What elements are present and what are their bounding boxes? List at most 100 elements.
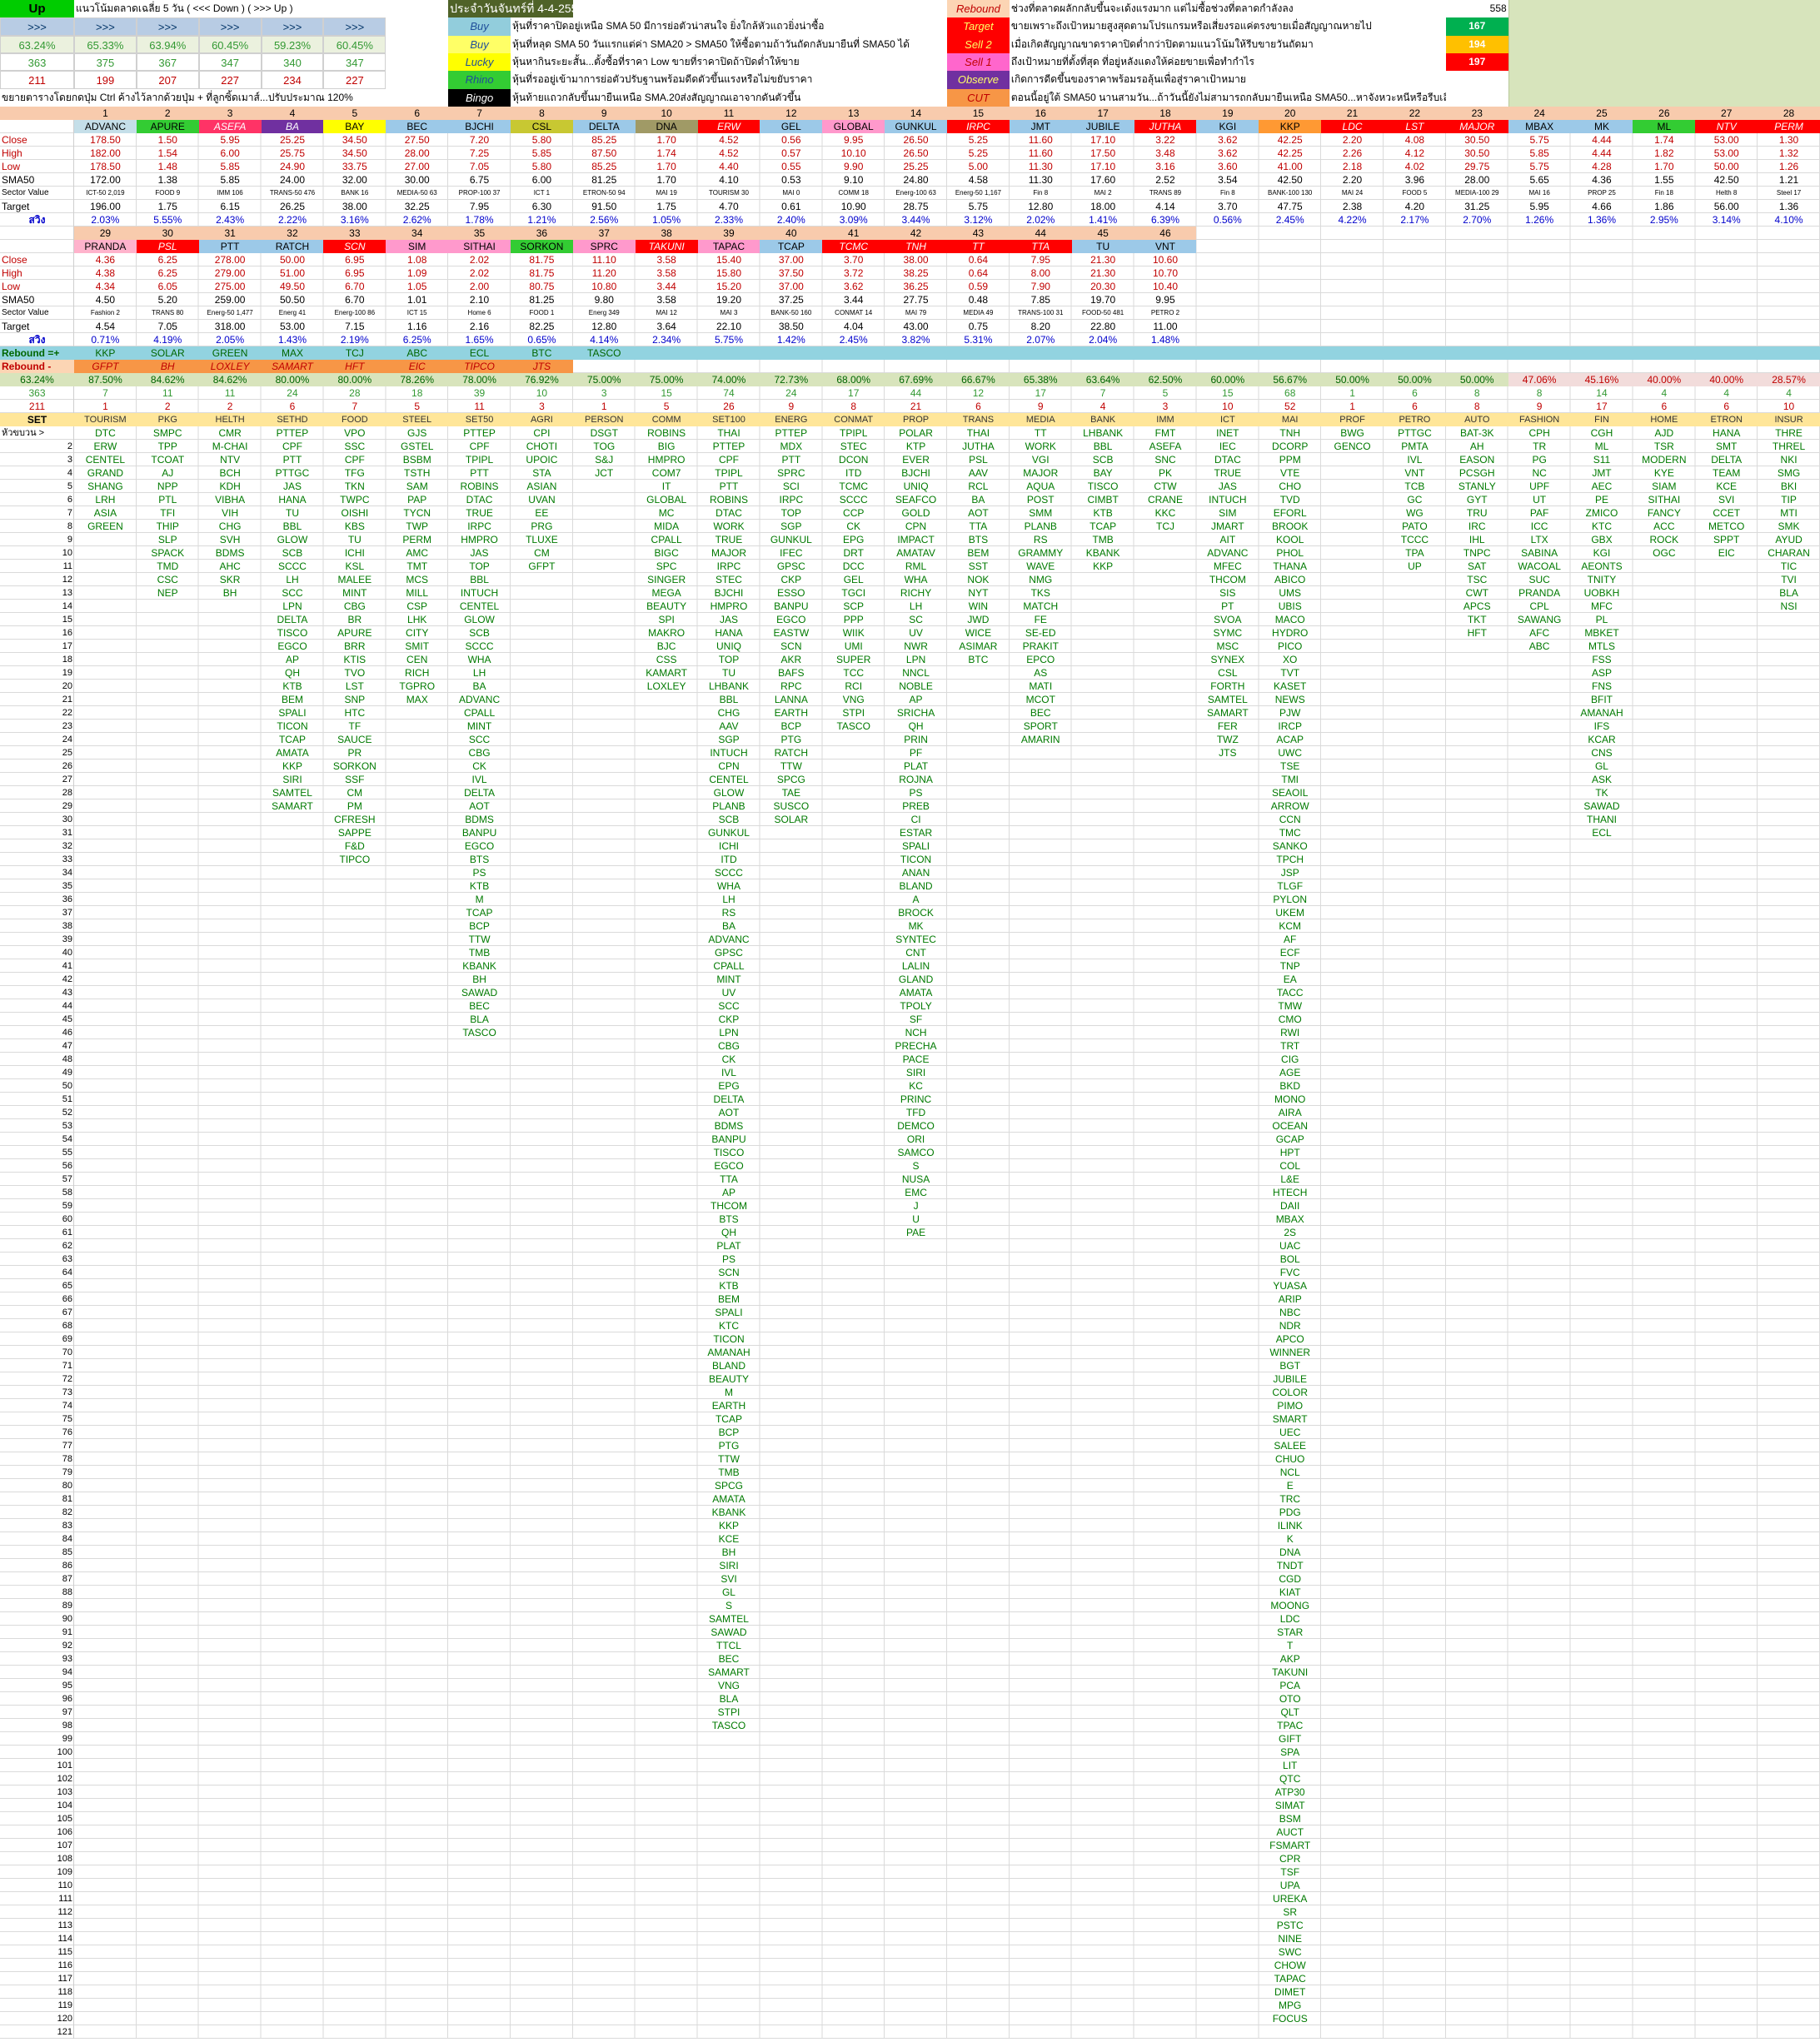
ticker: SITHAI bbox=[448, 240, 511, 253]
row-number: 33 bbox=[62, 854, 72, 864]
cell-value: 12.80 bbox=[591, 321, 617, 332]
trend-value: 63.24% bbox=[0, 35, 74, 53]
stock: WHA bbox=[716, 880, 740, 892]
stock: THRE bbox=[1775, 427, 1803, 439]
cell-value: 0.48 bbox=[968, 294, 989, 306]
stock: NBC bbox=[1279, 1307, 1301, 1318]
count-up: 24 bbox=[785, 387, 797, 399]
stock: SAMTEL bbox=[1207, 694, 1248, 705]
stock: BAFS bbox=[778, 667, 805, 679]
stock: TCAP bbox=[466, 907, 493, 919]
stock: QTC bbox=[1279, 1773, 1301, 1785]
stock: T bbox=[1287, 1640, 1294, 1651]
stock: UPOIC bbox=[526, 454, 558, 466]
sector-header: PERSON bbox=[572, 413, 636, 426]
stock-number: 24 bbox=[1508, 107, 1571, 120]
row-number: 31 bbox=[62, 828, 72, 838]
stock: IFEC bbox=[780, 547, 803, 559]
stock: AKR bbox=[780, 654, 802, 665]
stock: JCT bbox=[595, 467, 614, 479]
cell-value: 7.95 bbox=[469, 201, 490, 212]
trend-value: 199 bbox=[74, 71, 137, 89]
cell-value: 33.75 bbox=[342, 161, 367, 172]
stock: PF bbox=[909, 747, 923, 759]
cell-value: 27.00 bbox=[404, 161, 430, 172]
stock: SHANG bbox=[87, 481, 123, 492]
stock: TK bbox=[1595, 787, 1608, 799]
stock-number: 41 bbox=[822, 227, 885, 240]
cell-value: TRANS 80 bbox=[152, 309, 184, 316]
stock: MONO bbox=[1274, 1093, 1306, 1105]
cell-value: MAI 19 bbox=[656, 189, 677, 197]
stock: M-CHAI bbox=[212, 441, 248, 452]
stock: SAMART bbox=[1206, 707, 1249, 719]
stock: SAMART bbox=[708, 1666, 750, 1678]
stock: BJCHI bbox=[901, 467, 930, 479]
cell-value: 2.45% bbox=[1275, 214, 1304, 226]
stock-number: 18 bbox=[1134, 107, 1197, 120]
stock: STA bbox=[532, 467, 551, 479]
stock: GOLD bbox=[901, 507, 930, 519]
cell-value: ETRON-50 94 bbox=[582, 189, 626, 197]
ticker: TCMC bbox=[822, 240, 885, 253]
stock: SAMART bbox=[272, 800, 313, 812]
cell-value: 1.16 bbox=[407, 321, 427, 332]
stock: BAY bbox=[1093, 467, 1113, 479]
stock: AYUD bbox=[1775, 534, 1803, 545]
cell-value: 2.70% bbox=[1463, 214, 1492, 226]
cell-value: 24.00 bbox=[279, 174, 305, 186]
cell-value: 1.48 bbox=[157, 161, 177, 172]
stock: AS bbox=[1034, 667, 1048, 679]
stock: AF bbox=[1284, 934, 1297, 945]
stock: BTS bbox=[469, 854, 490, 865]
pct: 80.00% bbox=[261, 373, 324, 386]
stock: SST bbox=[968, 560, 989, 572]
stock: PRANDA bbox=[1518, 587, 1561, 599]
stock: EARTH bbox=[774, 707, 809, 719]
row-label: High bbox=[2, 267, 22, 279]
sector-header: TRANS bbox=[947, 413, 1010, 426]
row-label: Target bbox=[2, 321, 30, 332]
row-number: 3 bbox=[67, 455, 72, 465]
cell-value: MAI 79 bbox=[905, 309, 927, 316]
cell-value: 4.66 bbox=[1592, 201, 1612, 212]
count-down: 9 bbox=[788, 401, 795, 412]
stock: BBL bbox=[719, 694, 739, 705]
legend-text: ถึงเป้าหมายที่ตั้งที่สุด ที่อยู่หลังแดงใ… bbox=[1010, 56, 1254, 67]
counter: 197 bbox=[1445, 53, 1508, 72]
ticker: TTA bbox=[1009, 240, 1072, 253]
cell-value: 81.25 bbox=[591, 174, 617, 186]
stock: MINT bbox=[716, 974, 741, 985]
cell-value: 182.00 bbox=[90, 147, 121, 159]
row-number: 27 bbox=[62, 774, 72, 784]
stock: DCON bbox=[839, 454, 869, 466]
cell-value: BANK-50 160 bbox=[770, 309, 812, 316]
stock: TGCI bbox=[841, 587, 866, 599]
stock: LH bbox=[286, 574, 299, 585]
ticker: TAKUNI bbox=[635, 240, 698, 253]
legend-text: หุ้นท้ายแถวกลับขึ้นมายืนเหนือ SMA.20ส่งส… bbox=[512, 91, 801, 103]
row-number: 30 bbox=[62, 814, 72, 824]
stock: TNH bbox=[1279, 427, 1301, 439]
cell-value: 1.70 bbox=[656, 161, 676, 172]
stock: GRAND bbox=[87, 467, 124, 479]
stock: SCCC bbox=[839, 494, 868, 506]
stock: SCB bbox=[469, 627, 490, 639]
cell-value: 1.26% bbox=[1525, 214, 1554, 226]
legend-badge: Sell 2 bbox=[947, 35, 1010, 53]
stock: BWG bbox=[1340, 427, 1364, 439]
stock: PL bbox=[1595, 614, 1608, 625]
row-number: 92 bbox=[62, 1641, 72, 1651]
stock: HTECH bbox=[1273, 1187, 1308, 1198]
stock: BIG bbox=[657, 441, 676, 452]
cell-value: 3.82% bbox=[901, 334, 930, 346]
stock-number: 46 bbox=[1134, 227, 1197, 240]
stock: CPH bbox=[1528, 427, 1550, 439]
stock: SAWAD bbox=[711, 1626, 747, 1638]
trend-value: 211 bbox=[0, 71, 74, 89]
stock: UVAN bbox=[528, 494, 556, 506]
cell-value: 7.95 bbox=[1030, 254, 1050, 266]
cell-value: 80.75 bbox=[529, 281, 555, 292]
stock: RS bbox=[721, 907, 736, 919]
stock: QH bbox=[284, 667, 300, 679]
